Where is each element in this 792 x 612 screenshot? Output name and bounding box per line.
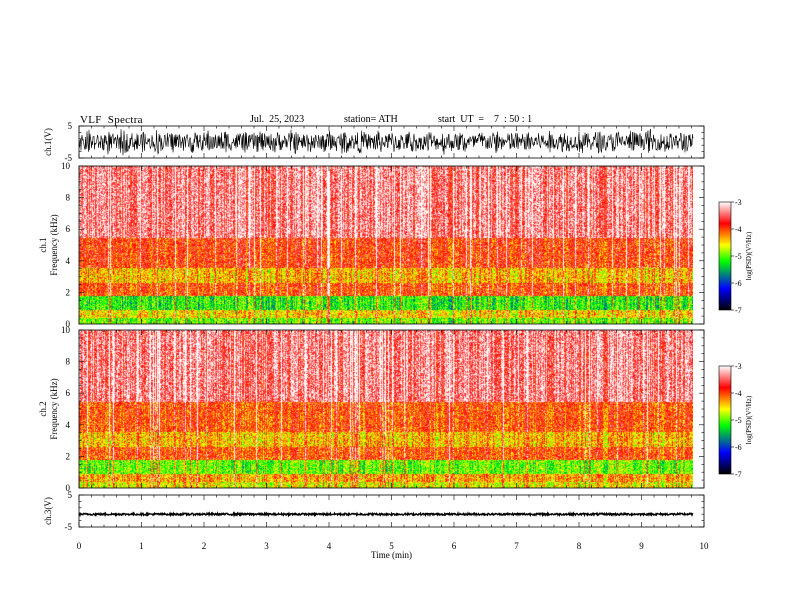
ch2-ylabel-frequency: Frequency (kHz) bbox=[49, 378, 59, 439]
colorbar-label: log(PSD)(V²/Hz) bbox=[745, 231, 753, 280]
colorbar-tick-label: -6 bbox=[735, 443, 742, 452]
x-axis-label: Time (min) bbox=[371, 550, 412, 560]
colorbar-tick-label: -4 bbox=[735, 389, 742, 398]
x-tick-label: 2 bbox=[202, 541, 207, 551]
colorbar-tick-label: -5 bbox=[735, 416, 742, 425]
y-tick-label: 4 bbox=[66, 420, 71, 430]
colorbar-tick-label: -3 bbox=[735, 198, 742, 207]
x-tick-label: 4 bbox=[327, 541, 332, 551]
station-label: station= ATH bbox=[344, 114, 398, 125]
ch1-colorbar bbox=[718, 201, 732, 311]
ch2-spectrogram-image bbox=[79, 330, 693, 488]
y-tick-label: 6 bbox=[66, 224, 71, 234]
ch3-waveform-line bbox=[78, 510, 694, 518]
x-tick-label: 10 bbox=[700, 541, 710, 551]
ch2-colorbar bbox=[718, 365, 732, 475]
ch1-ylabel-channel: ch.1 bbox=[38, 237, 48, 252]
colorbar-label: log(PSD)(V²/Hz) bbox=[745, 395, 753, 444]
x-tick-label: 0 bbox=[77, 541, 82, 551]
x-tick-label: 6 bbox=[452, 541, 457, 551]
y-tick-label: 2 bbox=[66, 287, 71, 297]
start-time-label: start UT = 7 : 50 : 1 bbox=[438, 114, 533, 125]
ch2-ylabel-channel: ch.2 bbox=[38, 401, 48, 416]
y-tick-label: 10 bbox=[61, 161, 71, 171]
ch1-ylabel-frequency: Frequency (kHz) bbox=[49, 214, 59, 275]
y-tick-label: 2 bbox=[66, 451, 71, 461]
colorbar-tick-label: -7 bbox=[735, 306, 742, 315]
y-tick-label: 10 bbox=[61, 325, 71, 335]
colorbar-tick-label: -4 bbox=[735, 225, 742, 234]
ch1-ylabel: ch.1(V) bbox=[43, 128, 53, 156]
colorbar-tick-label: -6 bbox=[735, 279, 742, 288]
x-tick-label: 1 bbox=[139, 541, 144, 551]
y-tick-label: 6 bbox=[66, 388, 71, 398]
x-tick-label: 9 bbox=[639, 541, 644, 551]
ch1-waveform-line bbox=[78, 128, 694, 156]
y-tick-label: 0 bbox=[66, 483, 71, 493]
y-tick-label: -5 bbox=[65, 153, 73, 163]
x-tick-label: 3 bbox=[264, 541, 269, 551]
y-tick-label: -5 bbox=[65, 522, 73, 532]
date-label: Jul. 25, 2023 bbox=[250, 114, 305, 125]
colorbar-tick-label: -3 bbox=[735, 362, 742, 371]
y-tick-label: 8 bbox=[66, 193, 71, 203]
y-tick-label: 5 bbox=[68, 490, 73, 500]
ch3-ylabel: ch.3(V) bbox=[43, 497, 53, 525]
x-tick-label: 7 bbox=[514, 541, 519, 551]
y-tick-label: 8 bbox=[66, 357, 71, 367]
y-tick-label: 4 bbox=[66, 256, 71, 266]
y-tick-label: 0 bbox=[66, 319, 71, 329]
colorbar-tick-label: -5 bbox=[735, 252, 742, 261]
x-tick-label: 5 bbox=[389, 541, 394, 551]
figure-title: VLF Spectra bbox=[80, 114, 143, 126]
colorbar-tick-label: -7 bbox=[735, 470, 742, 479]
ch1-spectrogram-image bbox=[79, 166, 693, 324]
y-tick-label: 5 bbox=[68, 121, 73, 131]
x-tick-label: 8 bbox=[577, 541, 582, 551]
